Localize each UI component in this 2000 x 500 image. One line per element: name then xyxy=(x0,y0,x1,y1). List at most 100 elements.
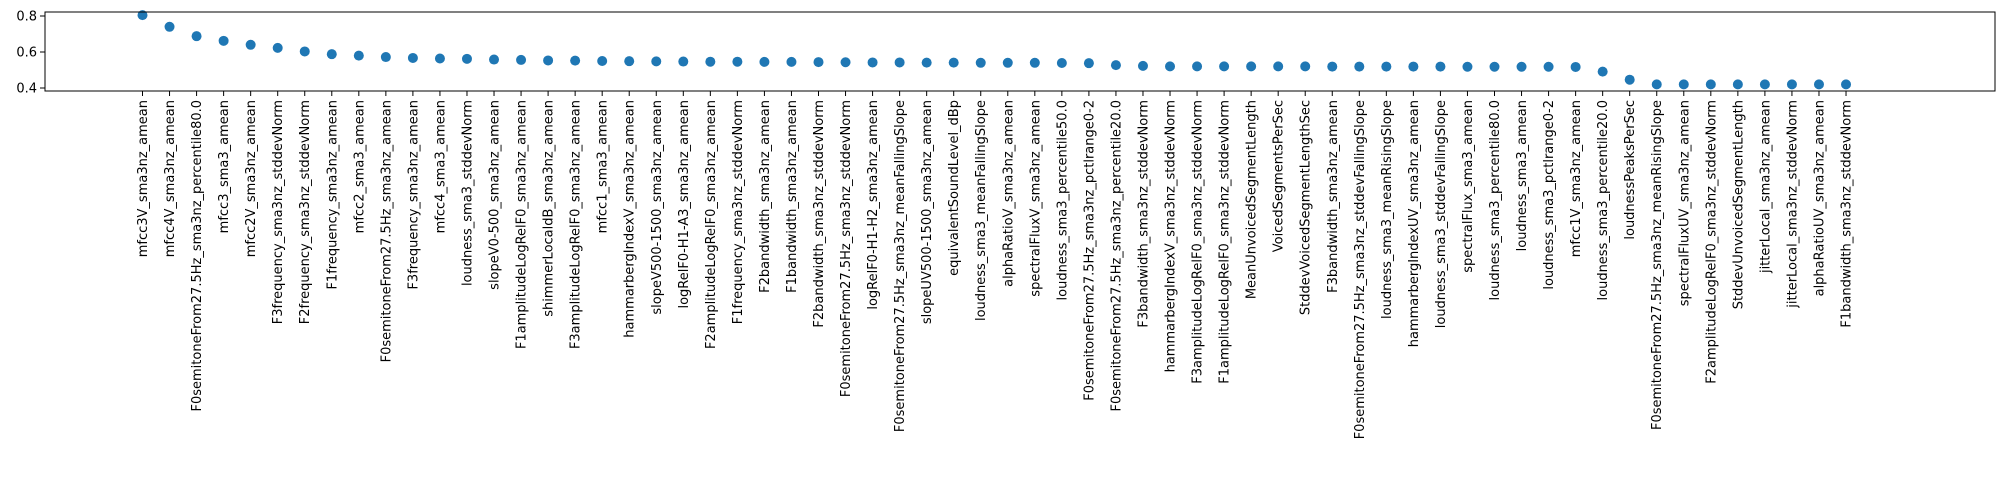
x-tick-label: F0semitoneFrom27.5Hz_sma3nz_pctlrange0-2 xyxy=(1082,100,1097,401)
x-tick-label: loudness_sma3_meanFallingSlope xyxy=(974,100,989,321)
data-point xyxy=(867,57,878,68)
data-point xyxy=(1408,61,1419,72)
y-tick-label: 0.6 xyxy=(16,46,37,61)
x-tick-label: mfcc1V_sma3nz_amean xyxy=(1569,100,1584,257)
data-point xyxy=(1543,61,1554,72)
x-tick-label: F3amplitudeLogRelF0_sma3nz_stddevNorm xyxy=(1191,100,1206,384)
data-point xyxy=(1327,61,1338,72)
x-tick-label: F3frequency_sma3nz_amean xyxy=(406,100,421,290)
data-point xyxy=(1732,79,1743,90)
x-tick-label: mfcc2_sma3_amean xyxy=(352,100,367,233)
x-tick-label: loudness_sma3_stddevFallingSlope xyxy=(1434,100,1449,328)
data-point xyxy=(624,56,635,67)
x-tick-label: F1amplitudeLogRelF0_sma3nz_stddevNorm xyxy=(1218,100,1233,384)
data-point xyxy=(1300,61,1311,72)
y-tick-label: 0.8 xyxy=(16,10,37,25)
data-point xyxy=(1516,61,1527,72)
x-tick-label: F2frequency_sma3nz_stddevNorm xyxy=(298,100,313,324)
data-point xyxy=(1165,61,1176,72)
data-point xyxy=(975,57,986,68)
x-tick-label: loudness_sma3_percentile20.0 xyxy=(1596,100,1611,300)
data-point xyxy=(1597,66,1608,77)
data-point xyxy=(894,57,905,68)
data-point xyxy=(1002,57,1013,68)
x-tick-label: F1bandwidth_sma3nz_stddevNorm xyxy=(1840,100,1855,328)
x-tick-label: F3frequency_sma3nz_stddevNorm xyxy=(271,100,286,324)
data-point xyxy=(759,56,770,67)
data-point xyxy=(705,56,716,67)
data-point xyxy=(1246,61,1257,72)
data-point xyxy=(840,57,851,68)
data-point xyxy=(191,31,202,42)
x-tick-label: loudness_sma3_meanRisingSlope xyxy=(1380,100,1395,319)
x-tick-label: F3bandwidth_sma3nz_amean xyxy=(1326,100,1341,293)
data-point xyxy=(489,54,500,65)
data-point xyxy=(1192,61,1203,72)
x-tick-label: hammarbergIndexV_sma3nz_amean xyxy=(623,100,638,338)
x-tick-label: F0semitoneFrom27.5Hz_sma3nz_percentile20… xyxy=(1109,100,1124,412)
data-point xyxy=(948,57,959,68)
data-point xyxy=(380,52,391,63)
data-point xyxy=(137,10,148,21)
data-point xyxy=(921,57,932,68)
x-tick-label: shimmerLocaldB_sma3nz_amean xyxy=(542,100,557,317)
data-point xyxy=(1570,61,1581,72)
x-tick-label: F2amplitudeLogRelF0_sma3nz_amean xyxy=(704,100,719,349)
x-tick-label: F0semitoneFrom27.5Hz_sma3nz_meanFallingS… xyxy=(893,100,908,432)
x-tick-label: F1frequency_sma3nz_amean xyxy=(325,100,340,290)
data-point xyxy=(1462,61,1473,72)
data-point xyxy=(732,56,743,67)
x-tick-label: loudness_sma3_percentile80.0 xyxy=(1488,100,1503,300)
x-tick-label: F0semitoneFrom27.5Hz_sma3nz_percentile80… xyxy=(190,100,205,412)
data-point xyxy=(813,57,824,68)
x-axis: mfcc3V_sma3nz_amean mfcc4V_sma3nz_amean F0… xyxy=(136,91,1855,439)
x-tick-label: mfcc4V_sma3nz_amean xyxy=(163,100,178,257)
data-point xyxy=(1489,61,1500,72)
x-tick-label: F2bandwidth_sma3nz_amean xyxy=(758,100,773,293)
x-tick-label: mfcc2V_sma3nz_amean xyxy=(244,100,259,257)
x-tick-label: hammarbergIndexV_sma3nz_stddevNorm xyxy=(1164,100,1179,372)
data-point xyxy=(1110,60,1121,71)
x-tick-label: F2bandwidth_sma3nz_stddevNorm xyxy=(812,100,827,328)
data-point xyxy=(1219,61,1230,72)
x-tick-label: F0semitoneFrom27.5Hz_sma3nz_stddevFallin… xyxy=(1353,100,1368,439)
axes-frame xyxy=(44,11,1996,92)
data-point xyxy=(678,56,689,67)
x-tick-label: MeanUnvoicedSegmentLength xyxy=(1245,100,1260,299)
x-tick-label: F3bandwidth_sma3nz_stddevNorm xyxy=(1136,100,1151,328)
data-point xyxy=(1678,79,1689,90)
x-tick-label: equivalentSoundLevel_dBp xyxy=(947,100,962,276)
data-point xyxy=(1841,79,1852,90)
data-point xyxy=(570,55,581,66)
x-tick-label: loudness_sma3_amean xyxy=(1515,100,1530,251)
data-point xyxy=(245,39,256,50)
x-tick-label: mfcc4_sma3_amean xyxy=(433,100,448,233)
data-point xyxy=(1651,79,1662,90)
data-point xyxy=(1381,61,1392,72)
x-tick-label: mfcc3_sma3_amean xyxy=(217,100,232,233)
x-tick-label: loudness_sma3_stddevNorm xyxy=(460,100,475,286)
x-tick-label: slopeV0-500_sma3nz_amean xyxy=(488,100,503,290)
x-tick-label: loudness_sma3_percentile50.0 xyxy=(1055,100,1070,300)
x-tick-label: F2amplitudeLogRelF0_sma3nz_stddevNorm xyxy=(1704,100,1719,384)
x-tick-label: F1bandwidth_sma3nz_amean xyxy=(785,100,800,293)
data-point xyxy=(434,53,445,64)
y-axis: 0.4 0.6 0.8 xyxy=(16,10,45,97)
x-tick-label: StddevUnvoicedSegmentLength xyxy=(1731,100,1746,309)
data-point xyxy=(461,53,472,64)
data-point xyxy=(326,49,337,60)
data-point xyxy=(218,35,229,46)
x-tick-label: logRelF0-H1-H2_sma3nz_amean xyxy=(866,100,881,310)
x-tick-label: mfcc1_sma3_amean xyxy=(596,100,611,233)
x-tick-label: mfcc3V_sma3nz_amean xyxy=(136,100,151,257)
data-point xyxy=(1354,61,1365,72)
x-tick-label: alphaRatioV_sma3nz_amean xyxy=(1001,100,1016,287)
data-point xyxy=(1705,79,1716,90)
data-point xyxy=(1759,79,1770,90)
x-tick-label: loudnessPeaksPerSec xyxy=(1623,100,1638,240)
x-tick-label: logRelF0-H1-A3_sma3nz_amean xyxy=(677,100,692,309)
data-point xyxy=(786,56,797,67)
data-point xyxy=(1273,61,1284,72)
